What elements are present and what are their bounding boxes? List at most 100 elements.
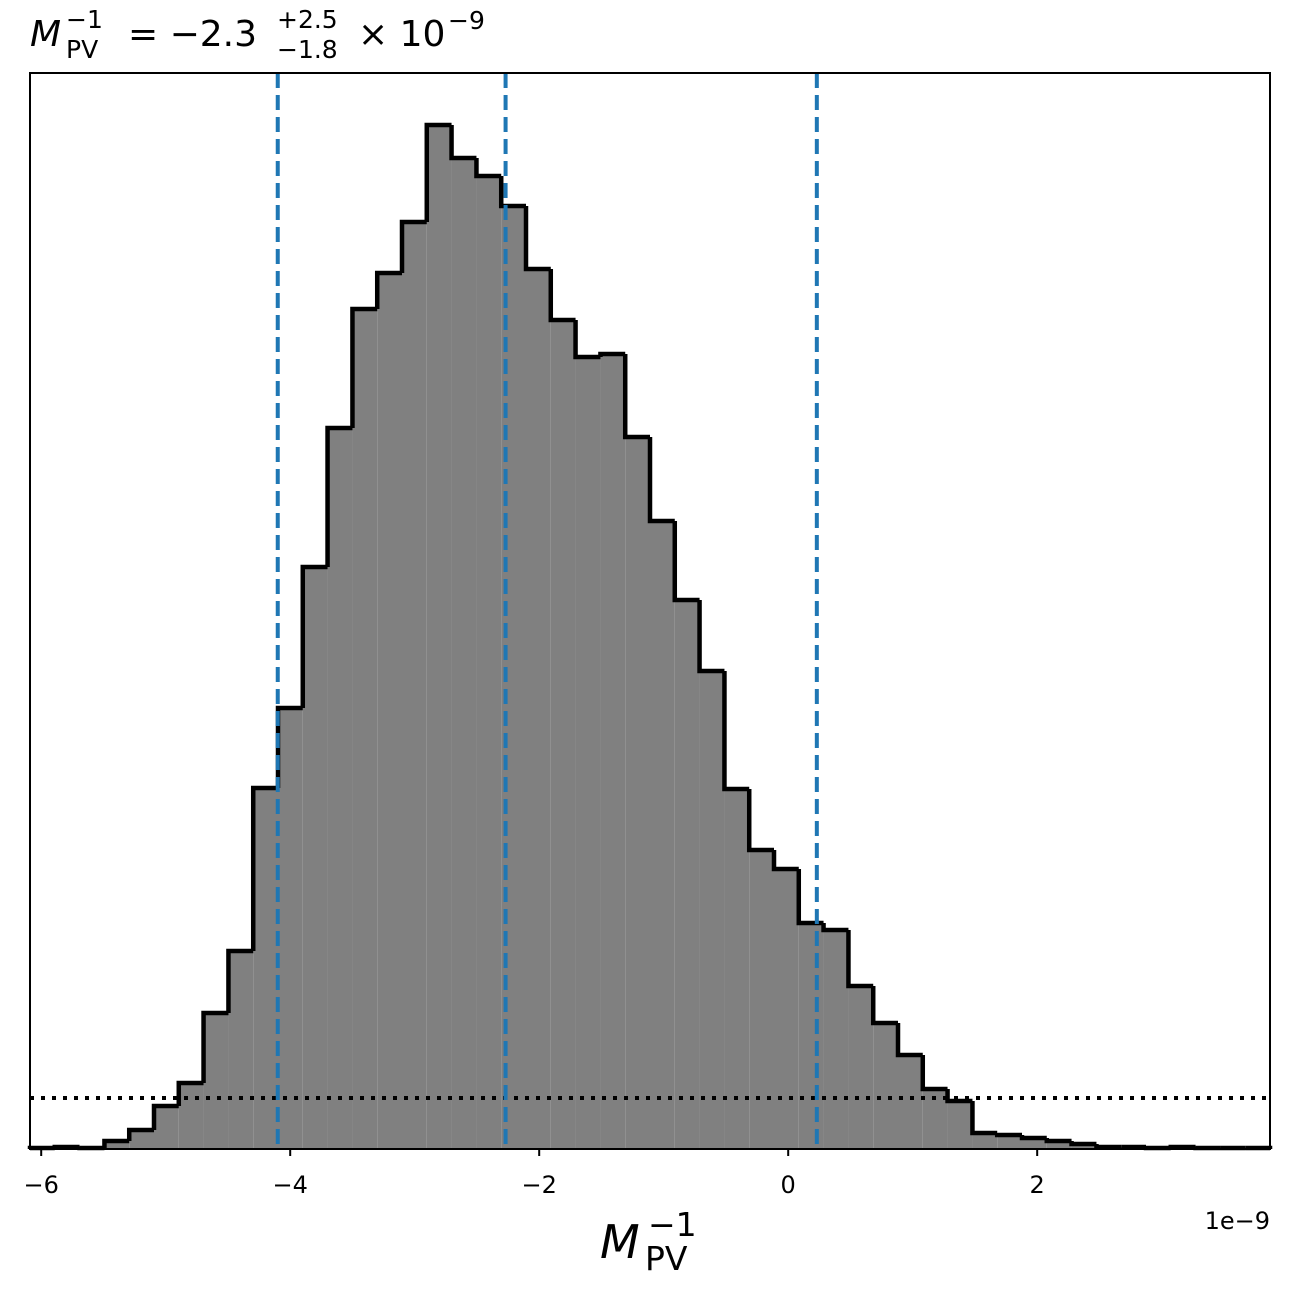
bar	[848, 986, 874, 1149]
bar-outline	[722, 671, 750, 792]
bar-outline	[1168, 1144, 1196, 1150]
bar	[228, 951, 254, 1149]
bar-outline	[672, 521, 700, 603]
bar-outline	[1019, 1135, 1047, 1141]
bar	[898, 1055, 923, 1149]
bar-outline	[201, 1010, 229, 1083]
bar-outline	[474, 158, 502, 179]
bar	[129, 1130, 154, 1149]
bar	[154, 1106, 179, 1149]
bar-outline	[399, 219, 427, 273]
bar-outline	[647, 437, 675, 524]
x-label-sub: PV	[645, 1239, 688, 1278]
bar-outline	[895, 1023, 923, 1058]
bar	[749, 850, 774, 1149]
x-tick-label: −2	[522, 1171, 557, 1199]
bar-outline	[1143, 1145, 1171, 1151]
x-tick-label: 0	[781, 1171, 796, 1199]
bar	[402, 222, 427, 1149]
x-label-symbol: M	[600, 1215, 640, 1269]
x-offset-label: 1e−9	[1205, 1207, 1270, 1235]
x-label-sup: −1	[648, 1205, 697, 1244]
bar	[823, 930, 849, 1149]
bar-outline	[523, 206, 551, 272]
title-scale: × 10	[358, 14, 445, 55]
bar-outline	[994, 1132, 1022, 1138]
x-tick-label: −4	[273, 1171, 308, 1199]
bar	[253, 788, 278, 1149]
bar-outline	[1094, 1144, 1122, 1150]
title-exponent: −9	[448, 6, 485, 35]
bar-outline	[325, 425, 353, 567]
bar	[377, 273, 402, 1149]
bar-outline	[449, 125, 477, 161]
bar	[526, 269, 551, 1149]
bar	[625, 437, 650, 1149]
bar-outline	[821, 923, 849, 933]
bar	[550, 320, 576, 1149]
bar-outline	[945, 1089, 973, 1104]
bar	[972, 1133, 998, 1149]
bar	[947, 1101, 973, 1149]
plot-frame	[29, 72, 1271, 1150]
bar	[476, 176, 502, 1149]
bar	[699, 671, 725, 1149]
bar-outline	[970, 1101, 998, 1136]
bar-outline	[226, 948, 254, 1013]
bar	[798, 923, 824, 1149]
bar	[674, 600, 700, 1149]
bar	[302, 567, 328, 1149]
bar-outline	[102, 1138, 130, 1148]
bar-outline	[176, 1080, 204, 1106]
title-sup: −1	[66, 5, 103, 34]
bar-outline	[746, 789, 774, 853]
bar	[178, 1083, 204, 1149]
bar	[774, 869, 799, 1149]
bar	[104, 1141, 130, 1149]
bar-outline	[598, 351, 626, 357]
title-lower: −1.8	[277, 35, 338, 64]
bar	[203, 1013, 229, 1149]
bar-outline	[374, 270, 402, 309]
title-sub: PV	[66, 35, 98, 64]
bar-outline	[424, 122, 452, 222]
bar-outline	[548, 269, 576, 323]
bar	[278, 708, 303, 1149]
bar-outline	[771, 850, 799, 872]
bar-outline	[151, 1103, 179, 1130]
bar-outline	[697, 600, 725, 674]
bar-outline	[300, 564, 328, 708]
bar-outline	[350, 306, 378, 428]
bar	[575, 357, 601, 1149]
title-symbol: M	[30, 14, 61, 55]
bar-outline	[1044, 1138, 1072, 1144]
bar	[650, 521, 675, 1149]
bar	[327, 428, 353, 1149]
x-tick-label: −6	[24, 1171, 59, 1199]
bar	[873, 1023, 898, 1149]
title-upper: +2.5	[277, 5, 338, 34]
bar-outline	[870, 986, 898, 1026]
bar-outline	[796, 869, 824, 926]
bar	[451, 158, 477, 1149]
bar-outline	[77, 1145, 105, 1151]
bar-outline	[126, 1127, 154, 1141]
bar	[997, 1135, 1022, 1149]
bar	[600, 354, 626, 1149]
bar-outline	[920, 1055, 948, 1092]
bar-outline	[250, 785, 278, 951]
chart-title: M −1 PV = −2.3 +2.5 −1.8 × 10 −9	[30, 5, 485, 64]
bar	[426, 125, 452, 1149]
bar-outline	[52, 1144, 80, 1150]
bar-outline	[1069, 1141, 1097, 1147]
bar	[1022, 1138, 1047, 1149]
bar-outline	[846, 930, 874, 989]
bar-outline	[1193, 1145, 1221, 1151]
bar-outline	[622, 354, 650, 440]
x-tick-label: 2	[1030, 1171, 1045, 1199]
bar-outline	[498, 176, 526, 209]
title-value: = −2.3	[128, 14, 257, 55]
bar-outline	[573, 320, 601, 360]
bar	[1046, 1141, 1072, 1149]
